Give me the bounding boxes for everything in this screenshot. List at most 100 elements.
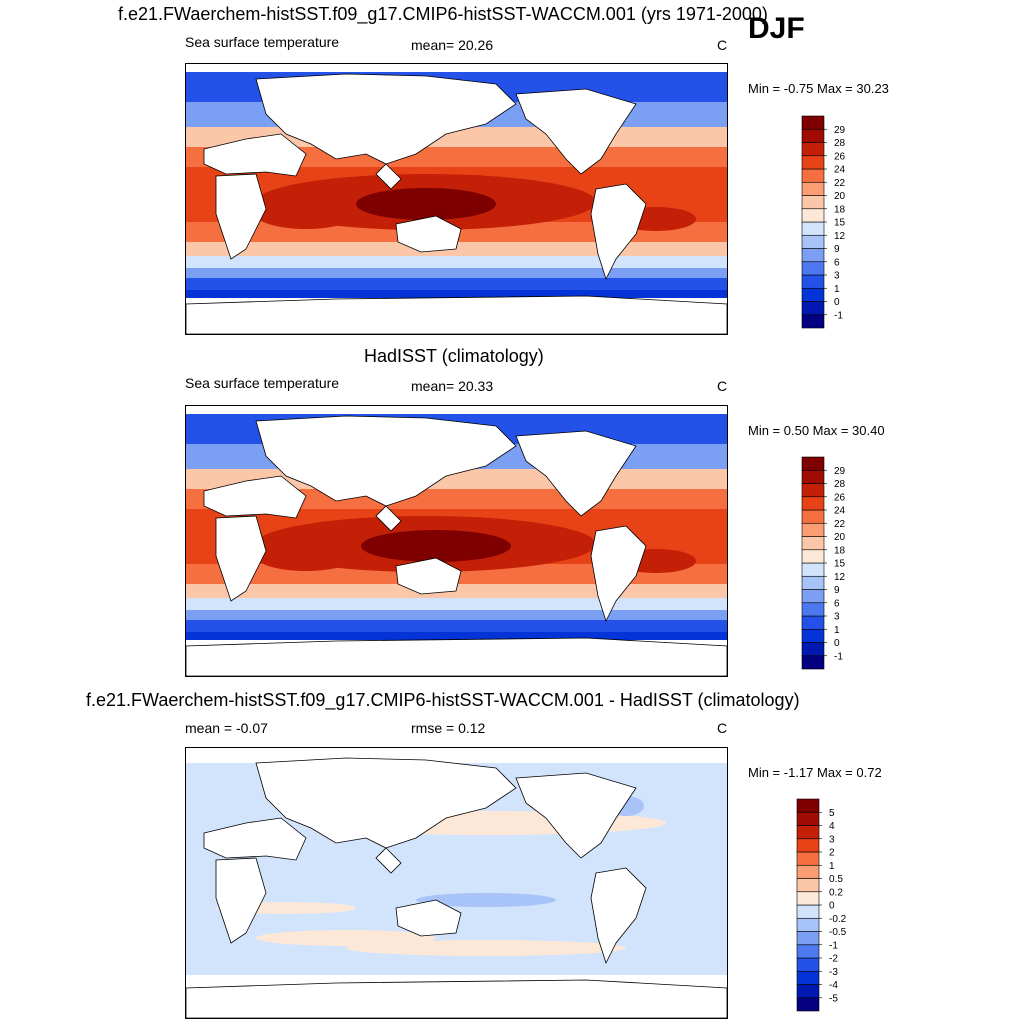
colorbar-box [801, 142, 825, 157]
colorbar-box [801, 287, 825, 302]
panel-2-map-svg [186, 406, 727, 676]
colorbar-box [801, 615, 825, 630]
colorbar-box [796, 904, 820, 919]
colorbar-tick-label: -0.2 [829, 914, 847, 925]
panel-2-minmax-label: Min = 0.50 Max = 30.40 [748, 423, 885, 438]
colorbar-tick-label: 12 [834, 572, 846, 583]
colorbar-box [801, 301, 825, 316]
colorbar-box [801, 469, 825, 484]
colorbar-box [801, 181, 825, 196]
colorbar-tick-label: 24 [834, 165, 846, 176]
colorbar-box [801, 496, 825, 511]
colorbar-box [801, 168, 825, 183]
panel-3-minmax-label: Min = -1.17 Max = 0.72 [748, 765, 882, 780]
colorbar-tick-label: 0.5 [829, 874, 843, 885]
colorbar-box [796, 864, 820, 879]
colorbar-tick-label: -1 [829, 940, 838, 951]
colorbar-tick-label: 29 [834, 466, 846, 477]
colorbar-tick-label: 3 [829, 834, 835, 845]
colorbar-tick-label: 6 [834, 257, 840, 268]
colorbar-box [801, 509, 825, 524]
colorbar-tick-label: 3 [834, 612, 840, 623]
colorbar-box [801, 536, 825, 551]
panel-2-land [186, 415, 727, 676]
panel-3-mean-label: mean = -0.07 [185, 720, 268, 736]
panel-2-colorbar: -1 0 1 3 6 9 12 15 18 20 22 24 26 28 29 [801, 456, 862, 671]
colorbar-box [801, 155, 825, 170]
colorbar-tick-label: 28 [834, 138, 846, 149]
colorbar-tick-label: 3 [834, 271, 840, 282]
colorbar-box [801, 261, 825, 276]
panel-3-colorbar-svg: -5 -4 -3 -2 -1 -0.5 -0.2 0 0.2 0.5 1 2 3 4 5 [796, 798, 847, 1012]
colorbar-tick-label: 2 [829, 848, 835, 859]
colorbar-tick-label: 22 [834, 519, 846, 530]
colorbar-tick-label: -1 [834, 651, 843, 662]
panel-1-land [186, 73, 727, 334]
panel-1-colorbar: -1 0 1 3 6 9 12 15 18 20 22 24 26 28 29 [801, 115, 862, 330]
colorbar-tick-label: 0 [834, 297, 840, 308]
panel-3-title: f.e21.FWaerchem-histSST.f09_g17.CMIP6-hi… [86, 690, 800, 710]
colorbar-tick-label: -2 [829, 954, 838, 965]
colorbar-tick-label: 0 [829, 901, 835, 912]
colorbar-tick-label: -1 [834, 310, 843, 321]
colorbar-box [801, 221, 825, 236]
colorbar-box [796, 878, 820, 893]
colorbar-box [801, 589, 825, 604]
colorbar-tick-label: -5 [829, 993, 838, 1004]
colorbar-tick-label: 20 [834, 532, 846, 543]
panel-1-mean-label: mean= 20.26 [411, 37, 494, 53]
colorbar-tick-label: 4 [829, 821, 835, 832]
colorbar-box [801, 483, 825, 498]
colorbar-box [801, 655, 825, 670]
colorbar-box [796, 944, 820, 959]
colorbar-box [801, 562, 825, 577]
colorbar-box [796, 851, 820, 866]
panel-3-units-label: C [717, 720, 728, 736]
colorbar-box [801, 642, 825, 657]
colorbar-tick-label: 1 [834, 284, 840, 295]
panel-1-variable-label: Sea surface temperature [185, 34, 340, 50]
colorbar-box [801, 549, 825, 564]
colorbar-box [801, 628, 825, 643]
colorbar-tick-label: -3 [829, 967, 838, 978]
colorbar-box [801, 456, 825, 471]
panel-2-variable-label: Sea surface temperature [185, 375, 340, 391]
colorbar-box [796, 825, 820, 840]
colorbar-box [801, 208, 825, 223]
colorbar-tick-label: 15 [834, 559, 846, 570]
season-label: DJF [748, 12, 805, 45]
colorbar-box [796, 917, 820, 932]
panel-3-map-svg [186, 748, 727, 1018]
colorbar-tick-label: 1 [829, 861, 835, 872]
colorbar-tick-label: 18 [834, 545, 846, 556]
colorbar-box [796, 891, 820, 906]
colorbar-box [801, 522, 825, 537]
panel-1-colorbar-svg: -1 0 1 3 6 9 12 15 18 20 22 24 26 28 29 [801, 115, 846, 329]
colorbar-tick-label: 28 [834, 479, 846, 490]
colorbar-tick-label: 26 [834, 151, 846, 162]
colorbar-tick-label: 0 [834, 638, 840, 649]
colorbar-tick-label: -0.5 [829, 927, 847, 938]
panel-2-colorbar-svg: -1 0 1 3 6 9 12 15 18 20 22 24 26 28 29 [801, 456, 846, 670]
panel-3-map [185, 747, 728, 1019]
panel-1-map-svg [186, 64, 727, 334]
colorbar-box [801, 274, 825, 289]
colorbar-tick-label: 5 [829, 808, 835, 819]
panel-1-minmax-label: Min = -0.75 Max = 30.23 [748, 81, 889, 96]
colorbar-box [796, 970, 820, 985]
colorbar-tick-label: 6 [834, 598, 840, 609]
panel-2-title: HadISST (climatology) [364, 346, 544, 366]
colorbar-tick-label: 12 [834, 231, 846, 242]
colorbar-box [801, 602, 825, 617]
colorbar-box [796, 931, 820, 946]
panel-1-title: f.e21.FWaerchem-histSST.f09_g17.CMIP6-hi… [118, 4, 768, 24]
colorbar-tick-label: 22 [834, 178, 846, 189]
colorbar-box [801, 115, 825, 130]
colorbar-tick-label: 29 [834, 125, 846, 136]
panel-1-units-label: C [717, 37, 728, 53]
panel-2-mean-label: mean= 20.33 [411, 378, 494, 394]
colorbar-box [801, 128, 825, 143]
colorbar-tick-label: 18 [834, 204, 846, 215]
panel-2-map [185, 405, 728, 677]
colorbar-tick-label: 1 [834, 625, 840, 636]
